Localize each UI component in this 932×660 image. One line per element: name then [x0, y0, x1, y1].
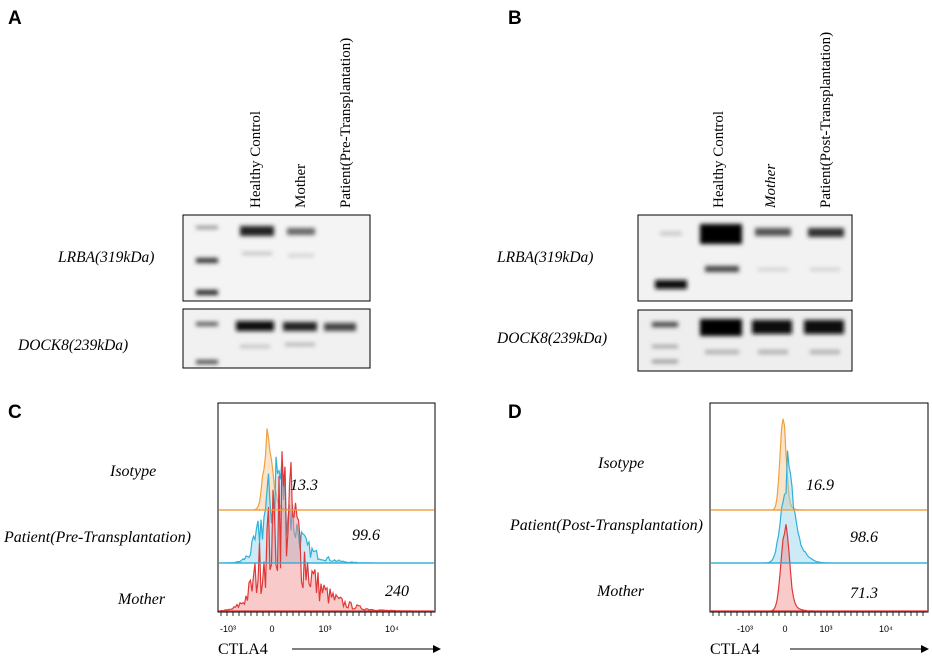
axis-label: CTLA4	[710, 641, 760, 658]
histogram-label: Patient(Post-Transplantation)	[509, 517, 703, 534]
histogram-shape	[711, 524, 927, 612]
axis-tick-label: -10³	[220, 624, 236, 634]
blot-label: DOCK8(239kDa)	[17, 337, 128, 354]
lane-label: Patient(Pre-Transplantation)	[338, 38, 354, 208]
lane-label: Healthy Control	[711, 111, 727, 208]
histogram-label: Isotype	[597, 455, 644, 472]
histogram-value: 98.6	[850, 529, 878, 546]
axis-tick-label: 10³	[819, 624, 832, 634]
blot-label: DOCK8(239kDa)	[496, 330, 607, 347]
blot	[637, 309, 853, 372]
blot	[182, 308, 371, 369]
axis-label: CTLA4	[218, 641, 268, 658]
histogram-shape	[219, 428, 434, 511]
histogram-value: 16.9	[806, 477, 834, 494]
lane-label: Mother	[293, 164, 309, 208]
histogram-value: 240	[385, 583, 409, 600]
axis-tick-label: -10³	[737, 624, 753, 634]
histogram-shape	[711, 418, 927, 511]
axis-tick-label: 10⁴	[385, 624, 399, 634]
histogram-shape	[711, 450, 927, 564]
histogram-label: Isotype	[109, 463, 156, 480]
blot-label: LRBA(319kDa)	[496, 249, 593, 266]
lane-label: Healthy Control	[248, 111, 264, 208]
axis-tick-label: 10⁴	[879, 624, 893, 634]
histograms	[218, 428, 434, 616]
histogram-label: Mother	[117, 591, 166, 608]
axis-tick-label: 0	[782, 624, 787, 634]
lane-label: Patient(Post-Transplantation)	[818, 32, 834, 208]
axis-tick-label: 0	[269, 624, 274, 634]
histogram-shape	[218, 451, 434, 612]
blot	[637, 214, 853, 302]
histogram-value: 71.3	[850, 585, 878, 602]
panel-label: D	[508, 402, 522, 423]
panel-label: A	[8, 8, 22, 29]
histogram-value: 13.3	[290, 477, 318, 494]
histogram-label: Mother	[596, 583, 645, 600]
panel-label: C	[8, 402, 22, 423]
blot-label: LRBA(319kDa)	[57, 249, 154, 266]
panel-label: B	[508, 8, 522, 29]
plot-frame	[217, 402, 436, 613]
blot	[182, 214, 371, 302]
histograms	[711, 418, 927, 616]
axis-tick-label: 10³	[318, 624, 331, 634]
histogram-label: Patient(Pre-Transplantation)	[3, 529, 191, 546]
lane-label: Mother	[763, 164, 779, 209]
histogram-value: 99.6	[352, 527, 380, 544]
plot-frame	[709, 402, 929, 613]
